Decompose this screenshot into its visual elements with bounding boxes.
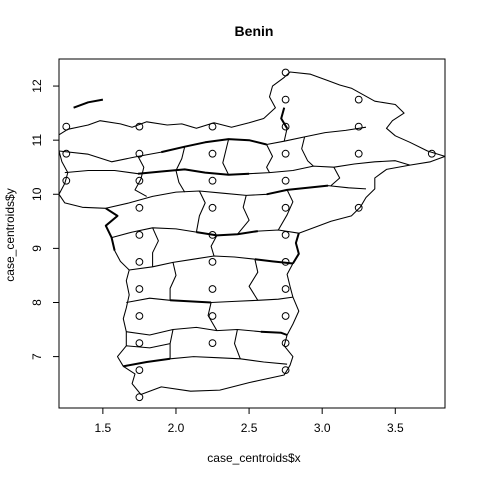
centroid-point-11 xyxy=(281,149,290,158)
boundary-line-5 xyxy=(129,255,293,271)
centroid-point-26 xyxy=(208,258,217,266)
centroid-point-19 xyxy=(208,203,217,212)
y-axis-label: case_centroids$y xyxy=(3,188,17,281)
centroid-point-1 xyxy=(281,95,290,104)
x-axis: 1.5 2.0 2.5 3.0 3.5 xyxy=(95,408,404,435)
centroid-point-32 xyxy=(208,312,217,320)
plot-frame xyxy=(58,58,446,409)
y-tick-label: 8 xyxy=(30,299,44,306)
boundary-line-13 xyxy=(301,136,314,167)
centroid-point-21 xyxy=(354,203,363,212)
border-line-1 xyxy=(161,138,267,154)
centroid-point-4 xyxy=(135,122,144,131)
y-tick-label: 9 xyxy=(30,245,44,252)
centroid-point-12 xyxy=(354,149,363,158)
centroid-point-31 xyxy=(135,312,144,320)
centroid-point-8 xyxy=(62,149,71,158)
border-line-0 xyxy=(73,98,104,109)
border-line-3 xyxy=(266,184,329,196)
boundary-line-7 xyxy=(126,326,282,336)
centroid-point-22 xyxy=(135,231,144,239)
centroid-point-10 xyxy=(208,149,217,158)
x-tick-label: 3.5 xyxy=(387,421,404,435)
centroid-point-13 xyxy=(427,149,436,158)
border-line-4 xyxy=(196,230,258,237)
x-tick-label: 2.5 xyxy=(241,421,258,435)
centroid-point-23 xyxy=(208,231,217,239)
centroid-point-15 xyxy=(135,176,144,185)
centroid-point-20 xyxy=(281,203,290,212)
y-tick-label: 10 xyxy=(30,187,44,201)
boundary-line-11 xyxy=(222,138,230,176)
boundaries-layer xyxy=(58,71,446,396)
centroid-point-6 xyxy=(281,122,290,131)
centroid-point-24 xyxy=(281,231,290,239)
boundary-line-16 xyxy=(195,190,206,233)
centroid-point-34 xyxy=(135,339,144,348)
centroid-point-16 xyxy=(208,176,217,185)
y-axis: 7 8 9 10 11 12 xyxy=(30,79,59,360)
boundary-line-17 xyxy=(236,195,250,235)
centroid-point-27 xyxy=(281,258,290,266)
boundary-line-14 xyxy=(330,166,341,186)
centroid-point-39 xyxy=(135,393,144,402)
boundary-line-21 xyxy=(248,259,259,301)
chart-title: Benin xyxy=(235,23,274,39)
x-tick-label: 1.5 xyxy=(95,421,112,435)
boundary-line-20 xyxy=(210,235,218,257)
centroid-point-17 xyxy=(281,176,290,185)
centroid-point-14 xyxy=(62,176,71,185)
border-line-2 xyxy=(137,168,250,176)
boundary-line-18 xyxy=(277,189,294,231)
centroid-point-28 xyxy=(135,285,144,293)
centroid-points-layer xyxy=(62,68,436,402)
x-tick-label: 3.0 xyxy=(314,421,331,435)
boundary-line-24 xyxy=(233,329,241,359)
y-tick-label: 7 xyxy=(30,353,44,360)
boundary-line-25 xyxy=(207,302,218,331)
boundary-line-26 xyxy=(126,343,171,349)
boundary-line-9 xyxy=(134,156,147,197)
centroid-point-9 xyxy=(135,149,144,158)
border-line-6 xyxy=(170,299,212,304)
centroid-point-18 xyxy=(135,203,144,212)
boundary-line-23 xyxy=(169,329,174,359)
centroid-point-30 xyxy=(281,285,290,293)
boundary-line-2 xyxy=(64,160,411,176)
boundary-line-0 xyxy=(58,71,446,396)
centroid-point-36 xyxy=(281,339,290,348)
centroid-point-0 xyxy=(281,68,290,77)
border-line-11 xyxy=(280,107,288,129)
centroid-point-3 xyxy=(62,122,71,131)
centroid-point-5 xyxy=(208,122,217,131)
centroid-point-33 xyxy=(281,312,290,320)
boundary-line-12 xyxy=(266,144,274,173)
centroid-point-35 xyxy=(208,339,217,348)
centroid-point-2 xyxy=(354,95,363,104)
border-line-8 xyxy=(123,357,171,368)
centroid-point-25 xyxy=(135,258,144,266)
boundary-line-3 xyxy=(105,185,367,209)
boundary-line-19 xyxy=(152,227,159,267)
y-tick-label: 12 xyxy=(30,79,44,93)
centroid-point-29 xyxy=(208,285,217,293)
centroid-point-38 xyxy=(281,366,290,375)
centroid-point-7 xyxy=(354,122,363,131)
border-line-5 xyxy=(254,258,294,265)
boundary-line-22 xyxy=(169,262,177,301)
y-tick-label: 11 xyxy=(30,134,44,147)
border-line-9 xyxy=(104,207,119,251)
border-line-7 xyxy=(260,330,288,336)
border-line-10 xyxy=(292,232,300,265)
centroid-point-37 xyxy=(135,366,144,375)
x-tick-label: 2.0 xyxy=(168,421,185,435)
x-axis-label: case_centroids$x xyxy=(207,451,300,465)
